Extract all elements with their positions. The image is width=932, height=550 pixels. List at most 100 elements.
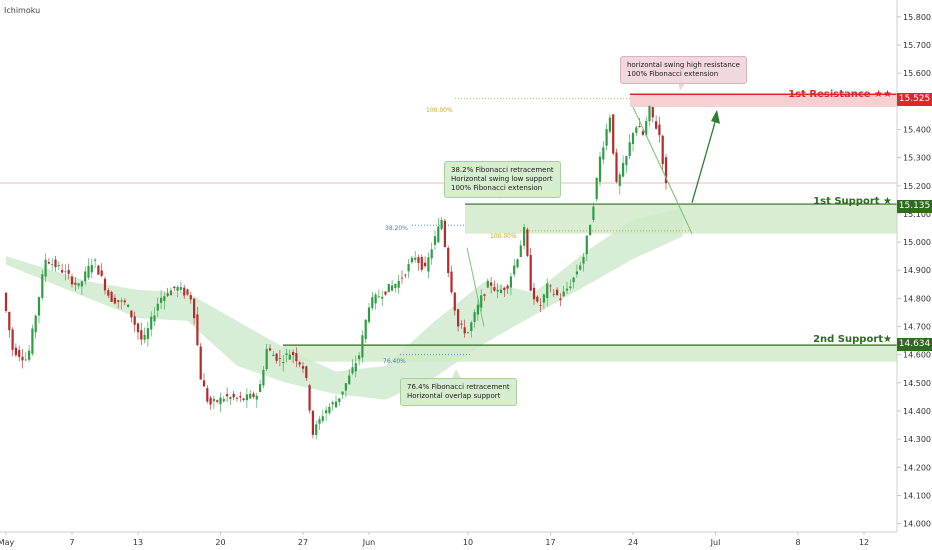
candle-body bbox=[499, 289, 503, 293]
candle-body bbox=[437, 226, 440, 243]
y-tick-label: 14.100 bbox=[903, 491, 931, 500]
candle-body bbox=[364, 319, 367, 340]
candle-body bbox=[206, 388, 209, 402]
candle-body bbox=[107, 290, 110, 296]
candle-body bbox=[328, 406, 331, 413]
fib-label-382: 38.20% bbox=[385, 225, 408, 232]
candle-body bbox=[278, 358, 281, 359]
resistance-annotation: horizontal swing high resistance 100% Fi… bbox=[620, 56, 747, 84]
candle-body bbox=[252, 393, 255, 398]
candle-body bbox=[348, 375, 351, 385]
candle-body bbox=[466, 332, 470, 334]
candle-body bbox=[285, 353, 288, 355]
candle-body bbox=[262, 369, 265, 386]
candle-body bbox=[407, 264, 410, 272]
candle-body bbox=[133, 316, 136, 325]
candle-body bbox=[493, 287, 496, 291]
candle-body bbox=[143, 334, 146, 340]
candle-body bbox=[575, 271, 578, 275]
resistance-annotation-pointer bbox=[678, 82, 686, 91]
ichimoku-cloud-segment bbox=[336, 365, 386, 400]
candle-body bbox=[136, 323, 140, 333]
candle-body bbox=[463, 327, 466, 334]
candle-body bbox=[169, 290, 173, 296]
candle-body bbox=[37, 297, 41, 316]
candle-body bbox=[14, 347, 17, 356]
candle-body bbox=[410, 257, 413, 263]
candle-body bbox=[354, 363, 357, 372]
candle-body bbox=[638, 125, 641, 128]
candle-body bbox=[315, 424, 318, 436]
candle-body bbox=[628, 142, 631, 157]
candle-body bbox=[648, 106, 651, 122]
x-tick-label: Jun bbox=[362, 538, 376, 547]
candle-body bbox=[661, 135, 664, 165]
candle-body bbox=[589, 225, 592, 236]
candle-body bbox=[321, 416, 324, 421]
candles bbox=[4, 105, 668, 440]
x-tick-label: 7 bbox=[69, 538, 74, 547]
candle-body bbox=[516, 259, 519, 268]
y-tick-label: 14.900 bbox=[903, 266, 931, 275]
candle-body bbox=[24, 359, 27, 361]
candle-body bbox=[239, 396, 242, 398]
candle-body bbox=[199, 346, 202, 380]
y-tick-label: 15.800 bbox=[903, 13, 931, 22]
support2-annotation-pointer bbox=[452, 369, 461, 378]
x-tick-label: 17 bbox=[545, 538, 555, 547]
candle-body bbox=[120, 300, 123, 302]
candle-body bbox=[384, 291, 387, 295]
candle-body bbox=[377, 296, 380, 298]
candle-body bbox=[232, 393, 235, 398]
candle-body bbox=[103, 278, 107, 291]
candle-body bbox=[450, 271, 453, 293]
candle-body bbox=[4, 292, 8, 311]
y-tick-label: 15.100 bbox=[903, 210, 931, 219]
candle-body bbox=[334, 401, 338, 408]
ichimoku-cloud-segment bbox=[484, 281, 534, 344]
fib-label-top-100: 100.00% bbox=[426, 107, 453, 114]
ichimoku-cloud-segment bbox=[534, 253, 584, 316]
candle-body bbox=[193, 298, 196, 319]
candle-body bbox=[295, 353, 298, 362]
x-axis-band bbox=[0, 532, 932, 550]
candle-body bbox=[100, 270, 103, 276]
candle-body bbox=[47, 262, 50, 264]
candle-body bbox=[196, 314, 199, 346]
candle-body bbox=[41, 274, 44, 299]
candle-body bbox=[74, 282, 77, 285]
candle-body bbox=[374, 294, 377, 304]
y-tick-label: 14.200 bbox=[903, 463, 931, 472]
candle-body bbox=[173, 286, 176, 289]
candle-body bbox=[496, 289, 499, 292]
candle-body bbox=[176, 286, 179, 291]
x-tick-label: May bbox=[0, 538, 15, 547]
candle-body bbox=[311, 410, 314, 435]
support2-label: 2nd Support★ bbox=[813, 334, 892, 345]
candle-body bbox=[602, 147, 605, 160]
candle-body bbox=[229, 397, 232, 400]
candle-body bbox=[358, 355, 361, 360]
candle-body bbox=[572, 277, 575, 283]
candle-body bbox=[615, 152, 618, 182]
candle-body bbox=[117, 300, 120, 302]
candle-body bbox=[361, 335, 364, 358]
candle-body bbox=[506, 285, 509, 289]
support1-price-tag: 15.135 bbox=[897, 200, 932, 213]
indicator-label[interactable]: Ichimoku bbox=[4, 6, 41, 15]
y-tick-label: 14.600 bbox=[903, 351, 931, 360]
candle-body bbox=[625, 156, 628, 166]
candle-body bbox=[90, 265, 93, 273]
candle-body bbox=[367, 307, 371, 322]
candle-body bbox=[242, 398, 245, 401]
support1-zone bbox=[465, 204, 897, 234]
candle-body bbox=[605, 129, 608, 146]
candle-body bbox=[282, 362, 285, 364]
x-tick-label: 8 bbox=[795, 538, 800, 547]
candle-body bbox=[371, 297, 374, 309]
candle-body bbox=[579, 265, 582, 270]
candle-body bbox=[80, 281, 83, 287]
candle-body bbox=[400, 277, 404, 279]
candle-body bbox=[344, 383, 347, 391]
candle-body bbox=[341, 391, 344, 395]
